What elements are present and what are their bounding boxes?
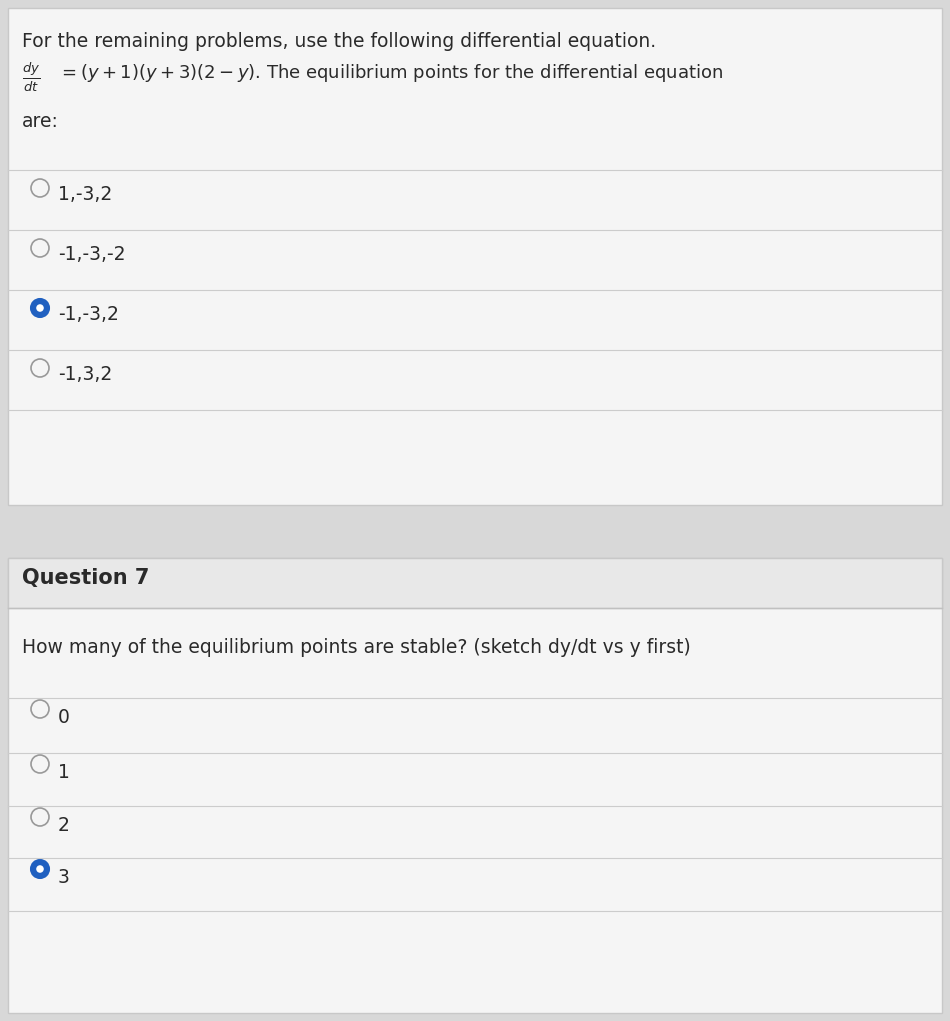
Text: Question 7: Question 7: [22, 568, 149, 588]
Text: -1,-3,-2: -1,-3,-2: [58, 245, 125, 264]
Bar: [8, 558, 942, 1013]
Text: 1: 1: [58, 763, 70, 782]
Text: 3: 3: [58, 868, 70, 887]
Text: -1,-3,2: -1,-3,2: [58, 305, 119, 324]
Circle shape: [36, 865, 44, 873]
Text: $\frac{dy}{dt}$: $\frac{dy}{dt}$: [22, 60, 40, 94]
Text: -1,3,2: -1,3,2: [58, 364, 112, 384]
Text: 2: 2: [58, 816, 70, 835]
Text: 0: 0: [58, 708, 70, 727]
Text: $=(y+1)(y+3)(2-y)$. The equilibrium points for the differential equation: $=(y+1)(y+3)(2-y)$. The equilibrium poin…: [58, 62, 723, 84]
Circle shape: [31, 299, 49, 317]
Circle shape: [31, 860, 49, 878]
Text: 1,-3,2: 1,-3,2: [58, 185, 112, 204]
Text: For the remaining problems, use the following differential equation.: For the remaining problems, use the foll…: [22, 32, 656, 51]
Text: How many of the equilibrium points are stable? (sketch dy/dt vs y first): How many of the equilibrium points are s…: [22, 638, 691, 657]
Bar: [8, 8, 942, 505]
Text: are:: are:: [22, 112, 59, 131]
Circle shape: [36, 304, 44, 311]
Bar: [8, 558, 942, 607]
